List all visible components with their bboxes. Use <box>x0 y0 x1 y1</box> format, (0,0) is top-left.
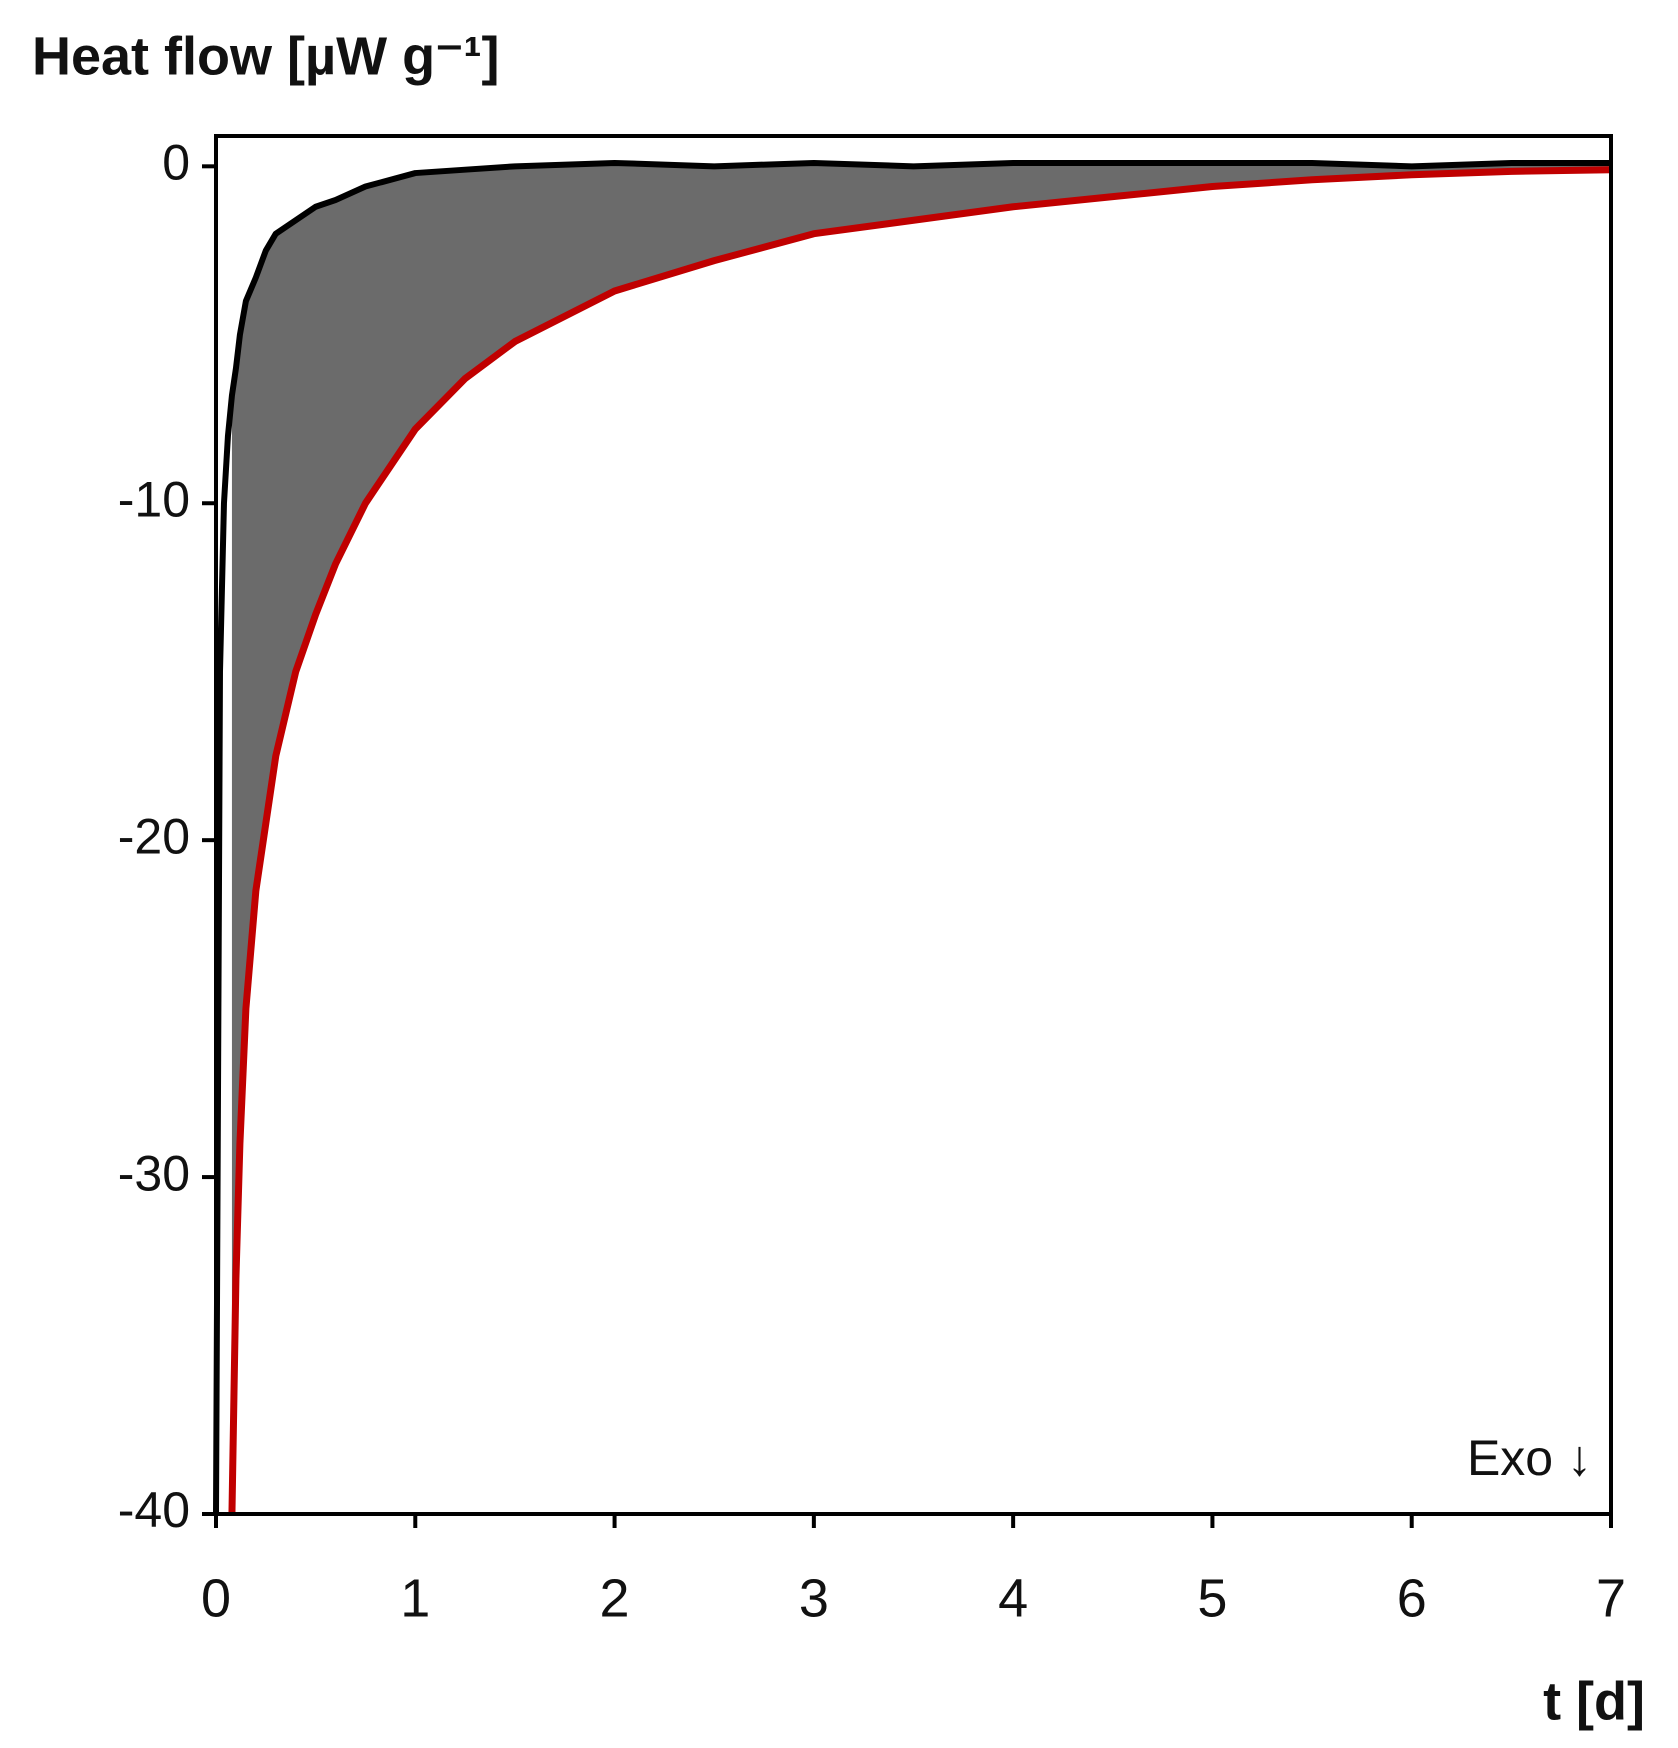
plot-frame <box>214 134 1613 1516</box>
annotation: Exo ↓ <box>1467 1430 1592 1486</box>
y-tick-label: -20 <box>118 808 190 864</box>
x-tick-label: 3 <box>799 1568 829 1628</box>
area-between <box>231 162 1611 1514</box>
x-tick-label: 7 <box>1596 1568 1626 1628</box>
y-axis-label: Heat flow [µW g⁻¹] <box>32 26 500 86</box>
y-tick-label: 0 <box>162 135 190 191</box>
x-tick-label: 2 <box>600 1568 630 1628</box>
x-tick-label: 5 <box>1197 1568 1227 1628</box>
x-axis-label: t [d] <box>1543 1671 1645 1731</box>
x-tick-label: 6 <box>1397 1568 1427 1628</box>
x-tick-label: 0 <box>201 1568 231 1628</box>
y-tick-label: -40 <box>118 1482 190 1538</box>
x-tick-label: 1 <box>400 1568 430 1628</box>
x-tick-label: 4 <box>998 1568 1028 1628</box>
line <box>228 166 1612 1515</box>
line <box>213 159 1611 1515</box>
y-tick-label: -30 <box>118 1145 190 1201</box>
y-tick-label: -10 <box>118 471 190 527</box>
